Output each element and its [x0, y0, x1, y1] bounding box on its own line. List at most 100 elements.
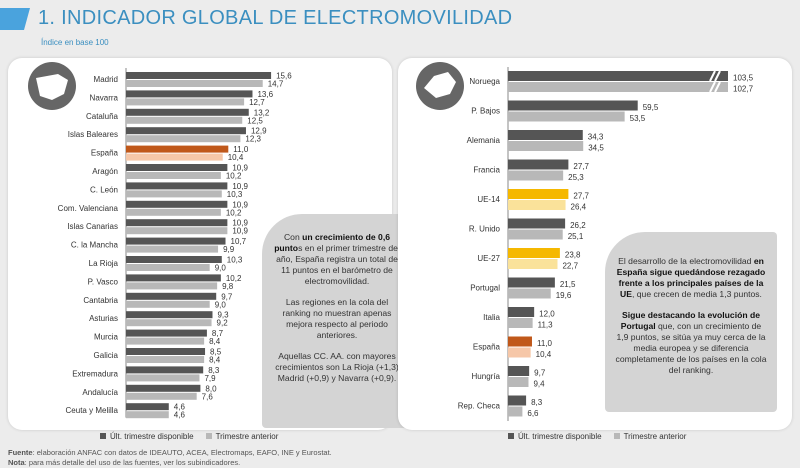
- category-label: P. Vasco: [88, 277, 119, 286]
- bar-previous: [126, 356, 205, 363]
- legend-item-previous: Trimestre anterior: [205, 432, 278, 441]
- value-label-previous: 10,2: [226, 172, 242, 181]
- category-label: UE-27: [477, 254, 500, 263]
- bar-current: [126, 164, 228, 171]
- bar-previous: [126, 264, 210, 271]
- bar-previous: [508, 111, 625, 122]
- value-label-current: 21,5: [560, 280, 576, 289]
- value-label-previous: 6,6: [527, 409, 539, 418]
- bar-previous: [508, 229, 563, 240]
- bar-previous: [508, 200, 566, 210]
- value-label-current: 12,9: [251, 127, 267, 136]
- bar-current: [126, 127, 246, 135]
- category-label: R. Unido: [469, 225, 501, 234]
- value-label-current: 27,7: [573, 162, 589, 171]
- value-label-previous: 12,7: [249, 98, 265, 107]
- category-label: Alemania: [467, 136, 501, 145]
- value-label-current: 10,9: [232, 182, 248, 191]
- bar-current: [508, 189, 569, 199]
- value-label-previous: 34,5: [588, 144, 604, 153]
- value-label-current: 8,5: [210, 348, 222, 357]
- page-title: 1. INDICADOR GLOBAL DE ELECTROMOVILIDAD: [38, 7, 513, 29]
- value-label-previous: 9,0: [215, 300, 227, 309]
- value-label-previous: 22,7: [562, 262, 578, 271]
- bar-previous: [126, 190, 222, 198]
- category-label: La Rioja: [89, 259, 119, 268]
- category-label: Murcia: [94, 333, 119, 342]
- category-label: Aragón: [92, 167, 118, 176]
- bar-current: [126, 237, 226, 245]
- spain-map-shape: [36, 74, 68, 100]
- legend-item-current: Últ. trimestre disponible: [508, 432, 602, 441]
- value-label-previous: 10,2: [226, 208, 242, 217]
- bar-current: [126, 200, 228, 208]
- bar-previous: [126, 300, 210, 308]
- category-label: Navarra: [90, 93, 119, 102]
- value-label-previous: 4,6: [174, 411, 186, 420]
- axis-break-mark: [709, 81, 721, 93]
- value-label-previous: 9,4: [533, 380, 545, 389]
- bar-current: [126, 348, 206, 355]
- bar-current: [508, 307, 535, 317]
- bar-previous: [126, 245, 219, 253]
- bar-current: [126, 403, 169, 411]
- category-label: Cataluña: [86, 112, 119, 121]
- category-label: Portugal: [470, 284, 500, 293]
- category-label: C. León: [90, 185, 118, 194]
- bar-current: [126, 329, 207, 337]
- value-label-previous: 9,2: [217, 319, 229, 328]
- bar-current: [126, 274, 221, 282]
- value-label-current: 10,2: [226, 274, 242, 283]
- value-label-previous: 9,9: [223, 245, 235, 254]
- category-label: Extremadura: [72, 369, 118, 378]
- bar-previous: [126, 374, 200, 382]
- countries-note: El desarrollo de la electromovilidad en …: [605, 232, 777, 412]
- category-label: España: [473, 343, 501, 352]
- value-label-previous: 8,4: [209, 337, 221, 346]
- category-label: Galicia: [94, 351, 119, 360]
- bar-previous: [126, 135, 241, 143]
- countries-chart: Noruega 103,5 102,7 P. Bajos 59,5 53,5 Alemani…: [416, 62, 754, 421]
- value-label-previous: 10,3: [227, 190, 243, 199]
- bar-current: [508, 100, 638, 111]
- bar-previous: [508, 347, 531, 358]
- footer-source: Fuente: elaboración ANFAC con datos de I…: [8, 448, 332, 457]
- value-label-current: 13,6: [257, 90, 273, 99]
- value-label-current: 10,9: [232, 200, 248, 209]
- bar-previous: [126, 337, 205, 345]
- category-label: Francia: [473, 166, 500, 175]
- bar-current: [508, 159, 569, 170]
- bar-current: [126, 90, 253, 98]
- value-label-previous: 10,4: [228, 153, 244, 162]
- bar-previous: [508, 318, 533, 328]
- bar-current: [126, 384, 201, 392]
- value-label-previous: 12,3: [245, 135, 261, 144]
- bar-current: [508, 248, 560, 258]
- bar-previous: [126, 208, 221, 216]
- bar-previous: [508, 377, 529, 387]
- value-label-previous: 25,3: [568, 173, 584, 182]
- bar-previous: [126, 116, 243, 124]
- value-label-previous: 53,5: [630, 114, 646, 123]
- value-label-previous: 10,4: [536, 350, 552, 359]
- category-label: UE-14: [477, 195, 500, 204]
- europe-map-shape: [424, 72, 456, 98]
- bar-current: [508, 336, 532, 347]
- bar-previous: [508, 82, 728, 92]
- value-label-previous: 7,9: [204, 374, 216, 383]
- value-label-current: 12,0: [539, 310, 555, 319]
- bar-current: [126, 72, 272, 79]
- bar-current: [126, 108, 249, 116]
- bar-current: [126, 145, 229, 153]
- category-label: España: [91, 149, 119, 158]
- bar-current: [508, 395, 527, 406]
- value-label-current: 8,0: [205, 384, 217, 393]
- value-label-current: 27,7: [573, 192, 589, 201]
- value-label-current: 34,3: [588, 133, 604, 142]
- legend-item-previous: Trimestre anterior: [613, 432, 686, 441]
- value-label-previous: 26,4: [571, 203, 587, 212]
- bar-current: [126, 311, 213, 319]
- bar-previous: [508, 406, 523, 417]
- bar-previous: [126, 392, 197, 400]
- value-label-current: 8,7: [212, 329, 224, 338]
